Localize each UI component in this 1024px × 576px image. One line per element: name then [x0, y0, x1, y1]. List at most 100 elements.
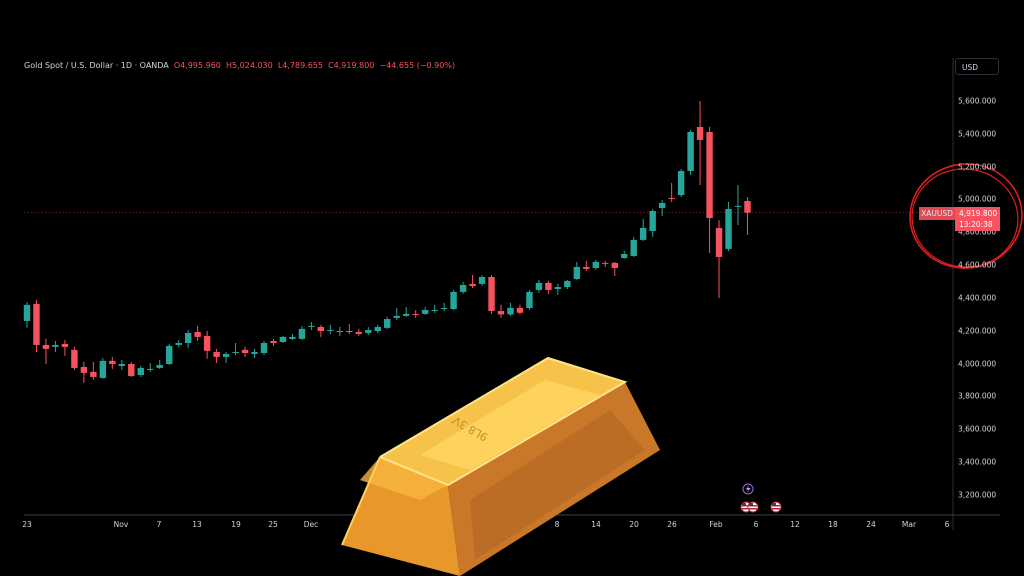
candle-body — [147, 368, 154, 370]
time-tick-label: 18 — [828, 520, 838, 529]
candle — [687, 130, 694, 176]
candle — [279, 335, 287, 343]
candle-body — [440, 308, 448, 310]
time-tick-label: Dec — [303, 520, 319, 529]
price-tick-label: 4,600.000 — [958, 260, 997, 270]
close-value: C4,919.800 — [328, 61, 375, 70]
candle-body — [222, 353, 230, 357]
candle-body — [497, 310, 505, 315]
candle — [147, 363, 154, 372]
candle — [507, 302, 514, 317]
candle-body — [677, 170, 685, 196]
candle — [109, 356, 116, 369]
candle-body — [564, 280, 571, 288]
candle — [99, 357, 107, 379]
candle — [33, 299, 40, 353]
time-tick-label: 24 — [866, 520, 876, 529]
event-markers — [740, 483, 782, 513]
time-tick-label: 7 — [156, 520, 162, 529]
candle-body — [696, 126, 704, 140]
candle-body — [545, 282, 552, 290]
price-tick-label: 4,000.000 — [958, 359, 997, 369]
candle-body — [184, 332, 192, 343]
candle-body — [583, 266, 590, 269]
candle — [42, 338, 50, 365]
lightning-glyph — [746, 485, 751, 493]
candle — [668, 182, 675, 202]
candle-body — [715, 227, 723, 257]
candle-body — [90, 371, 97, 377]
candle — [80, 361, 88, 383]
candle — [621, 250, 628, 259]
price-tick-label: 4,800.000 — [958, 227, 997, 237]
time-tick-label: 13 — [192, 520, 202, 529]
bar-countdown: 13:20:38 — [959, 220, 993, 229]
candle-body — [109, 360, 116, 365]
price-tick-label: 5,400.000 — [958, 129, 997, 139]
candle — [545, 280, 552, 294]
last-price-label: 4,919.800 13:20:38 — [955, 207, 1000, 231]
candle — [630, 236, 637, 257]
candle — [744, 197, 751, 235]
candle — [61, 339, 69, 356]
candle-body — [649, 210, 656, 232]
time-tick-label: 19 — [231, 520, 241, 529]
symbol-legend[interactable]: Gold Spot / U.S. Dollar · 1D · OANDA O4,… — [24, 61, 455, 70]
candle — [640, 219, 647, 242]
candle — [554, 283, 562, 295]
candle — [137, 365, 144, 377]
candle — [289, 333, 296, 340]
candle — [564, 279, 571, 289]
candle — [431, 304, 438, 313]
time-tick-label: 12 — [790, 520, 800, 529]
candle — [203, 331, 211, 359]
candle-body — [621, 254, 628, 258]
candle — [346, 323, 353, 334]
candle — [734, 185, 742, 225]
time-tick-label: 20 — [629, 520, 639, 529]
candle — [52, 341, 59, 353]
candle — [270, 338, 277, 346]
price-tick-label: 4,400.000 — [958, 293, 997, 303]
candle — [308, 321, 315, 331]
candle-body — [365, 330, 372, 333]
candle-body — [52, 344, 59, 347]
change-value: −44.655 (−0.90%) — [379, 61, 456, 70]
candle-body — [573, 266, 581, 279]
candle-body — [384, 319, 391, 328]
candle-body — [526, 291, 533, 309]
candle — [166, 343, 173, 365]
candle — [393, 308, 400, 321]
candle — [317, 324, 325, 337]
us-flag-event-icon[interactable] — [747, 501, 759, 513]
candle — [118, 359, 125, 370]
us-flag-event-icon[interactable] — [770, 501, 782, 513]
currency-button[interactable]: USD — [955, 58, 999, 75]
price-tick-label: 4,200.000 — [958, 326, 997, 336]
candle-body — [203, 335, 211, 351]
candle-body — [602, 262, 609, 264]
candle — [583, 260, 590, 271]
candle — [611, 261, 618, 277]
candles — [23, 101, 751, 383]
candle — [241, 346, 249, 357]
candle-body — [554, 287, 562, 289]
candle-body — [507, 307, 514, 315]
candle — [156, 359, 163, 369]
candle-body — [412, 313, 419, 315]
time-tick-label: 26 — [667, 520, 677, 529]
annotation-circle — [909, 163, 1023, 269]
open-value: O4,995.960 — [173, 61, 221, 70]
candle-body — [317, 326, 325, 332]
candle-body — [194, 331, 201, 337]
candle — [184, 330, 192, 348]
candle-body — [232, 352, 239, 354]
candle — [355, 328, 362, 336]
candle-body — [431, 309, 438, 311]
time-tick-label: 6 — [944, 520, 950, 529]
candle — [336, 326, 344, 336]
time-tick-label: Feb — [709, 520, 723, 529]
candle — [403, 307, 410, 317]
candle-body — [469, 283, 476, 287]
